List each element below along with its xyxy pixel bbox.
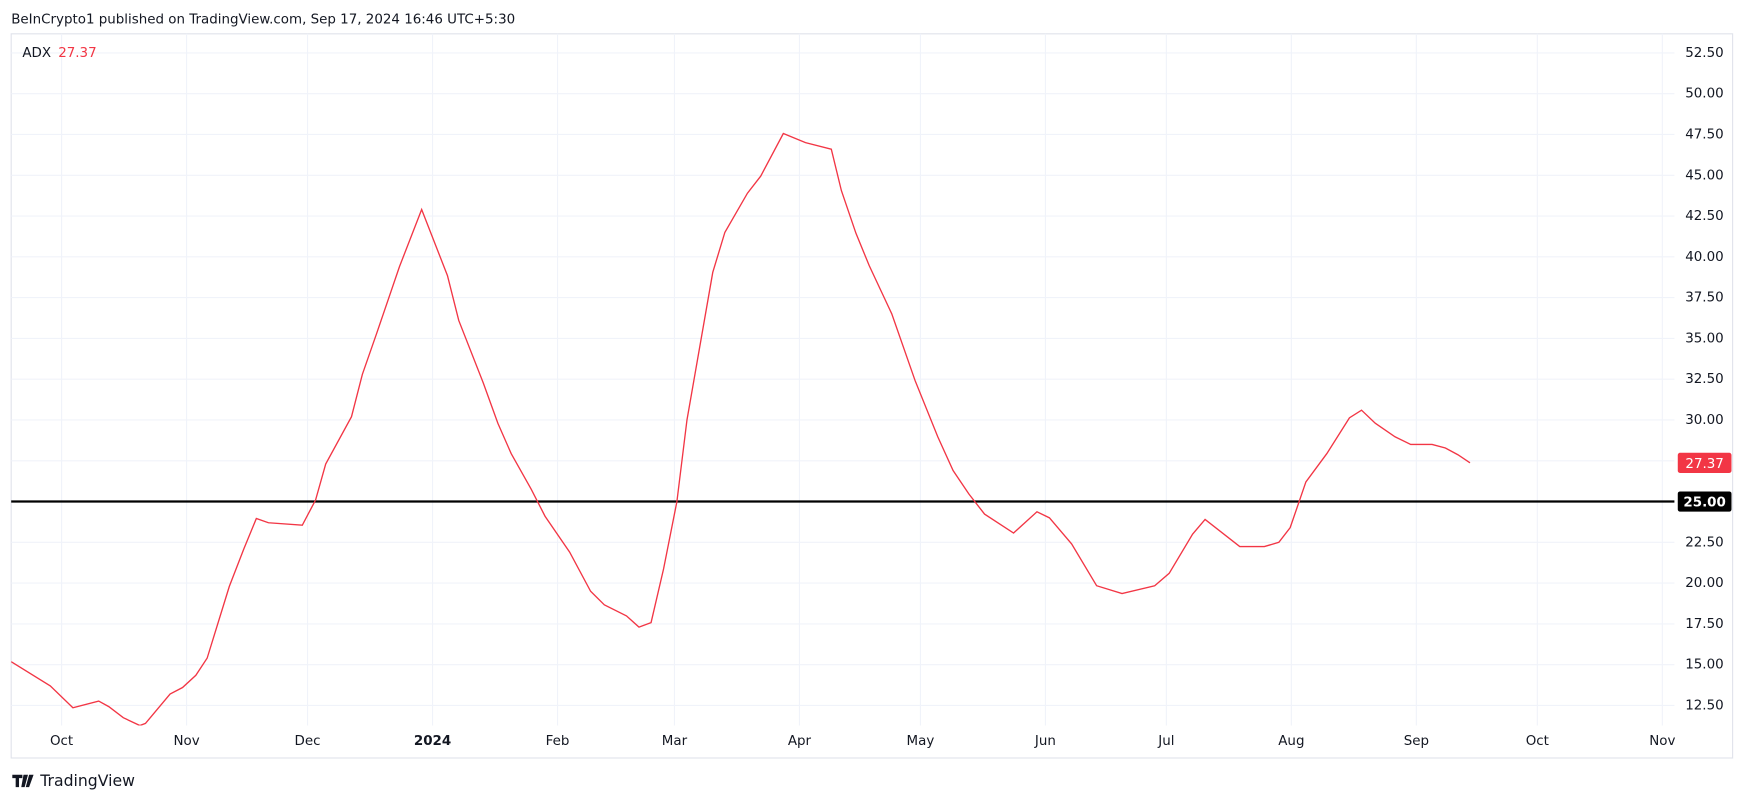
y-tick-label: 30.00: [1685, 413, 1723, 428]
y-tick-label: 40.00: [1685, 250, 1723, 265]
last-value-badge: [1677, 452, 1732, 473]
y-tick-label: 32.50: [1685, 372, 1723, 387]
x-tick-label: Dec: [295, 734, 321, 749]
y-tick-label: 35.00: [1685, 331, 1723, 346]
footer: TradingView: [39, 771, 135, 790]
x-tick-label: Oct: [1526, 734, 1549, 749]
x-tick-label: Oct: [50, 734, 73, 749]
frame: [10, 33, 1734, 759]
y-tick-label: 17.50: [1685, 617, 1723, 632]
legend-label: ADX: [22, 46, 51, 61]
y-tick-label: 15.00: [1685, 658, 1723, 673]
footer-logo: [12, 774, 34, 788]
x-tick-label: Feb: [546, 734, 570, 749]
adx-line: [11, 132, 1471, 726]
x-tick-label: Apr: [788, 734, 812, 749]
x-tick-label: May: [907, 734, 935, 749]
last-value-label: 27.37: [1685, 457, 1723, 472]
y-tick-label: 50.00: [1685, 87, 1723, 102]
level-label: 25.00: [1683, 496, 1725, 511]
x-tick-label: 2024: [414, 734, 451, 749]
x-tick-label: Aug: [1278, 734, 1304, 749]
x-tick-label: Nov: [1649, 734, 1675, 749]
y-tick-label: 20.00: [1685, 576, 1723, 591]
x-tick-label: Jun: [1034, 734, 1056, 749]
y-tick-label: 45.00: [1685, 168, 1723, 183]
header: BeInCrypto1 published on TradingView.com…: [11, 12, 515, 27]
x-tick-label: Jul: [1157, 734, 1174, 749]
y-tick-label: 12.50: [1685, 698, 1723, 713]
grid: [11, 33, 1675, 726]
level-badge: [1677, 491, 1732, 512]
y-tick-label: 37.50: [1685, 291, 1723, 306]
x-tick-label: Sep: [1404, 734, 1429, 749]
y-tick-label: 47.50: [1685, 127, 1723, 142]
y-tick-label: 22.50: [1685, 535, 1723, 550]
y-tick-label: 42.50: [1685, 209, 1723, 224]
legend-value: 27.37: [58, 46, 96, 61]
x-tick-label: Nov: [173, 734, 199, 749]
y-tick-label: 52.50: [1685, 46, 1723, 61]
x-tick-label: Mar: [662, 734, 688, 749]
